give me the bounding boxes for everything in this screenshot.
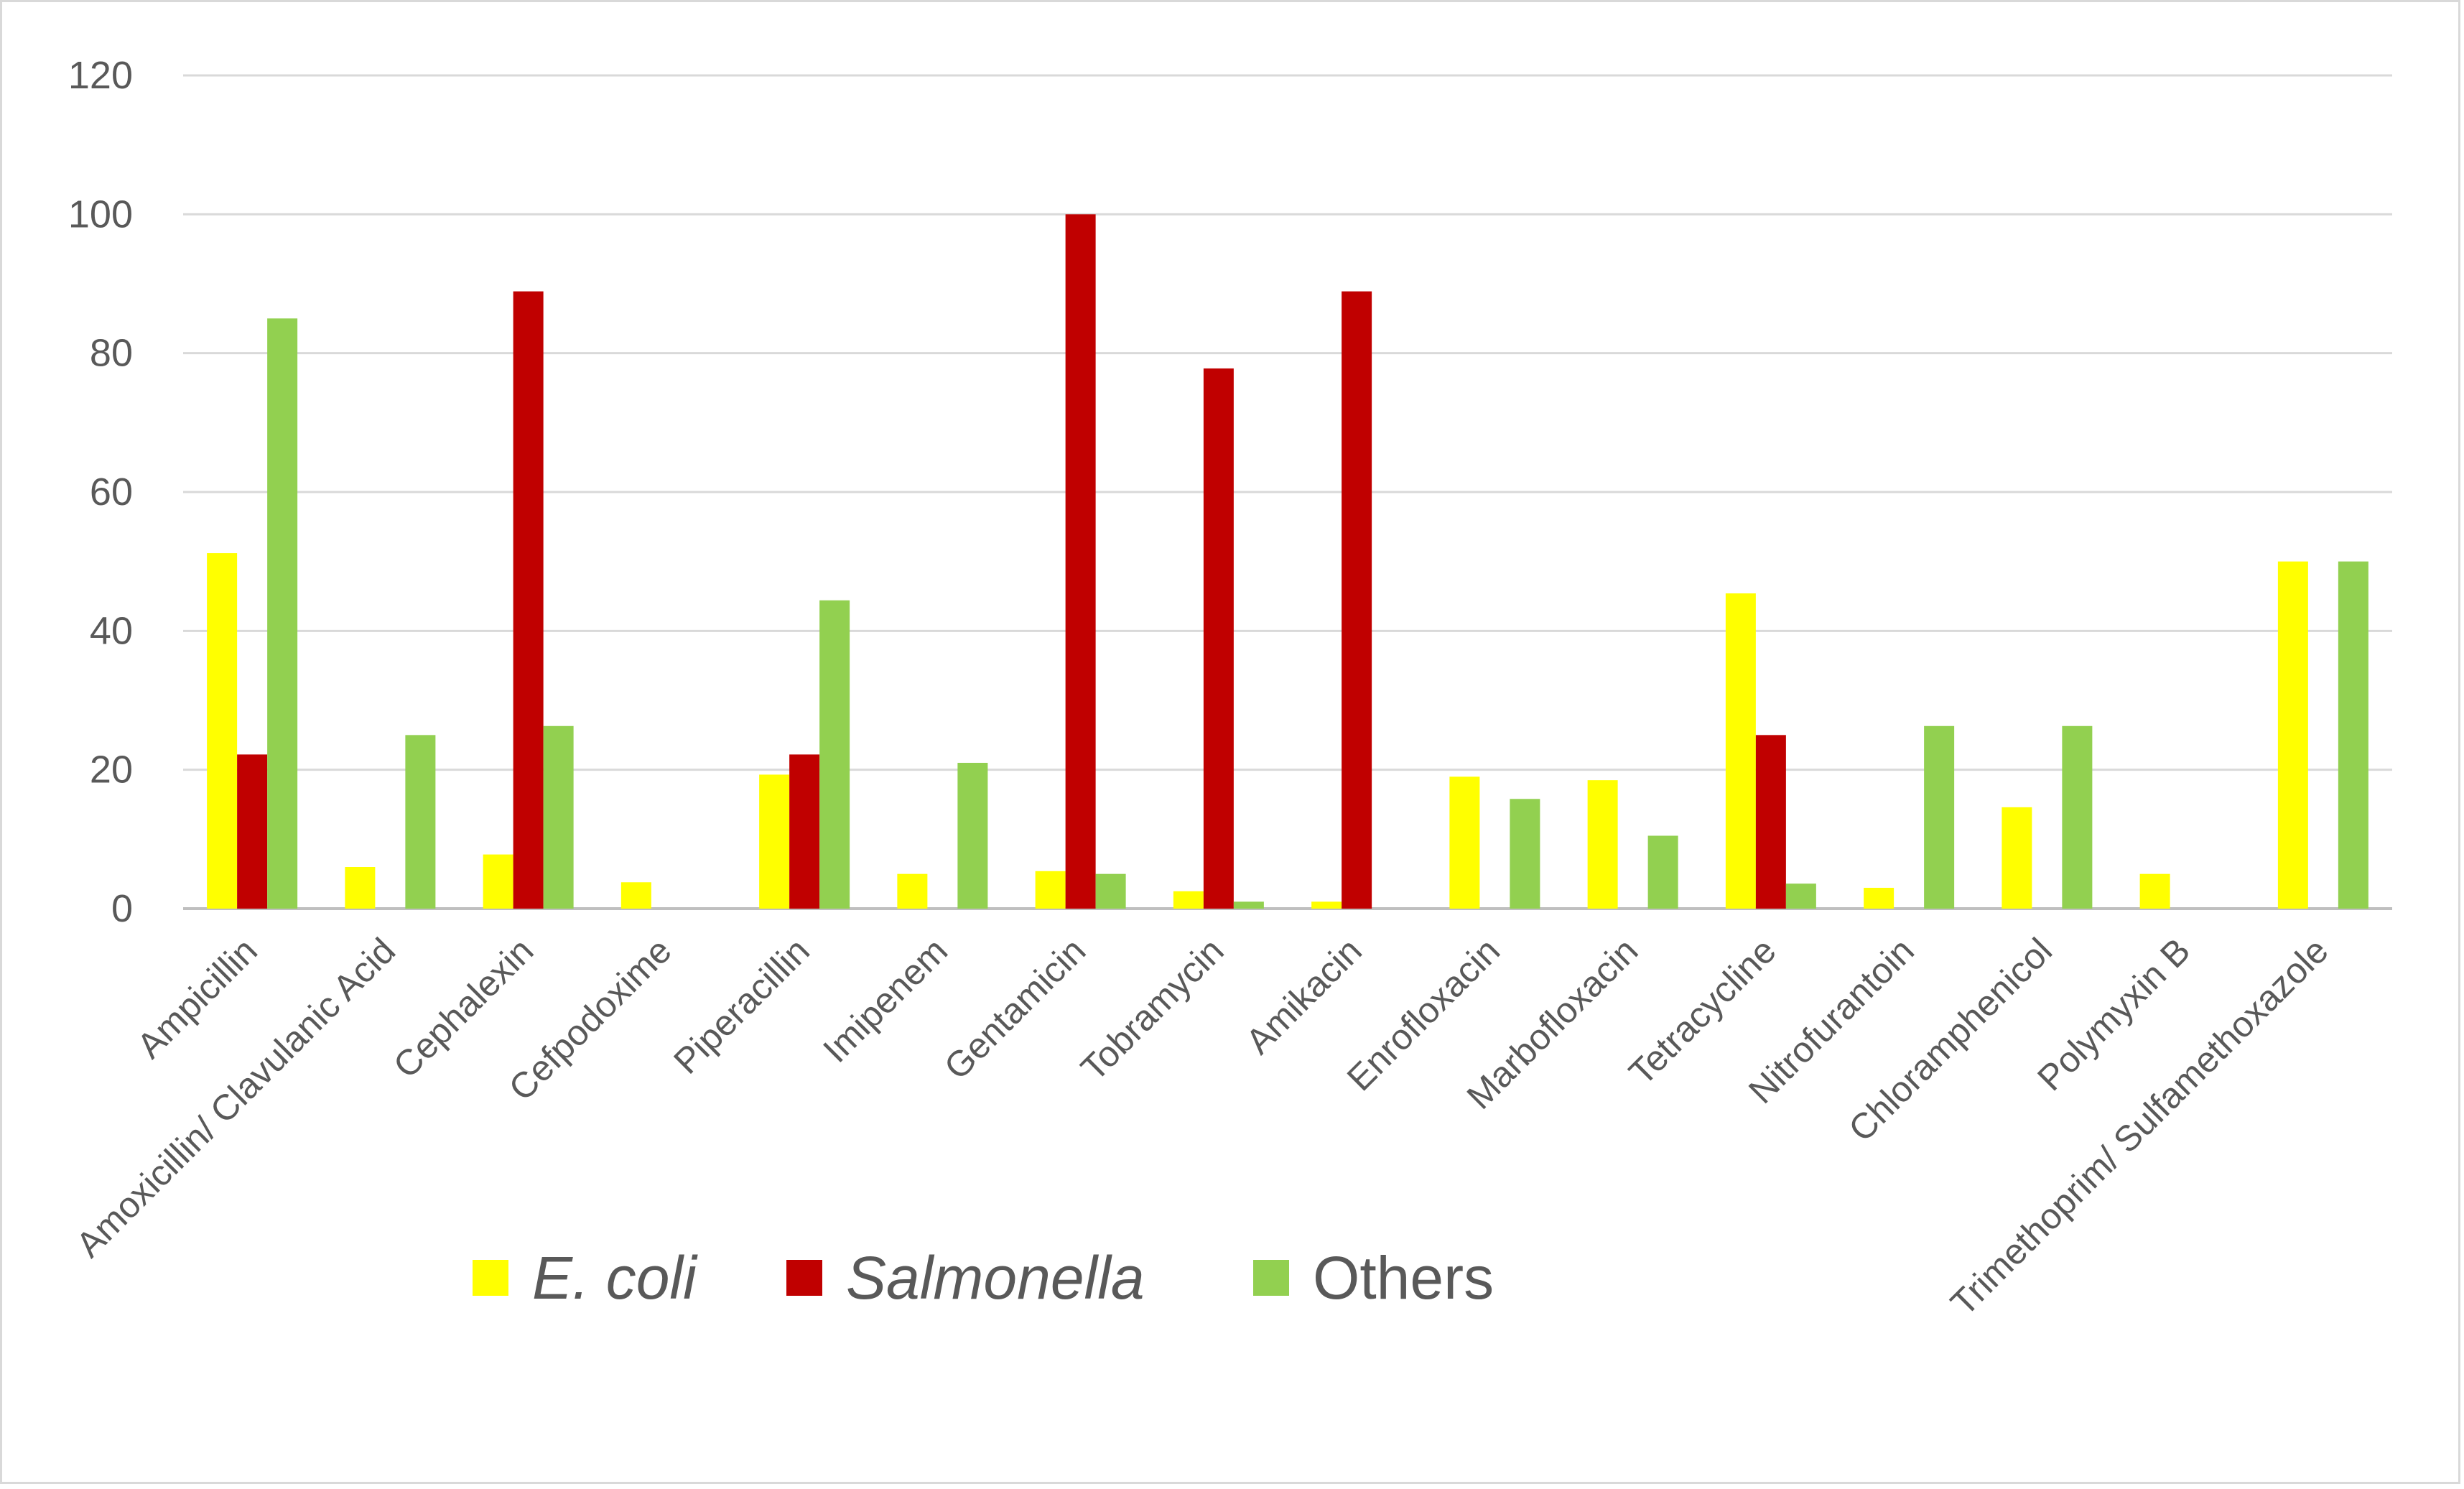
bar-others-16	[2338, 561, 2368, 909]
bar-e-coli-11	[1587, 780, 1618, 909]
y-tick-label: 80	[90, 332, 133, 375]
bar-salmonella-9	[1342, 291, 1372, 909]
bar-others-2	[405, 735, 436, 909]
bar-e-coli-15	[2139, 873, 2170, 909]
bar-e-coli-6	[897, 873, 928, 909]
bar-e-coli-13	[1864, 888, 1895, 909]
y-tick-label: 60	[90, 470, 133, 514]
bar-others-3	[543, 725, 574, 909]
bar-e-coli-8	[1173, 891, 1204, 909]
legend-label: Salmonella	[846, 1244, 1145, 1312]
bar-salmonella-7	[1065, 214, 1096, 909]
y-tick-label: 40	[90, 609, 133, 652]
bar-others-10	[1510, 799, 1540, 909]
legend-swatch	[1253, 1260, 1289, 1296]
y-tick-label: 100	[68, 192, 133, 236]
bar-e-coli-10	[1449, 776, 1480, 909]
bar-others-11	[1647, 835, 1678, 909]
x-category-label: Gentamicin	[936, 930, 1093, 1087]
bar-e-coli-14	[2002, 807, 2032, 909]
bar-others-12	[1785, 883, 1816, 909]
bar-others-13	[1924, 725, 1955, 909]
legend-label: Others	[1313, 1244, 1494, 1312]
x-category-label: Tobramycin	[1073, 930, 1231, 1088]
bar-e-coli-1	[207, 553, 238, 909]
bar-salmonella-1	[237, 754, 268, 909]
bar-others-5	[819, 600, 850, 909]
y-tick-label: 0	[111, 887, 133, 930]
bar-e-coli-5	[759, 774, 790, 909]
legend-swatch	[786, 1260, 822, 1296]
bar-others-8	[1233, 901, 1264, 909]
bar-others-7	[1095, 873, 1126, 909]
y-tick-label: 120	[68, 54, 133, 97]
bar-others-1	[267, 318, 298, 909]
y-tick-label: 20	[90, 748, 133, 792]
x-category-label: Imipenem	[815, 930, 955, 1070]
bar-salmonella-12	[1755, 735, 1786, 909]
x-category-label: Ampicillin	[129, 930, 265, 1066]
bar-e-coli-4	[620, 882, 651, 909]
legend: E. coli Salmonella Others	[473, 1244, 1494, 1312]
x-category-label: Amikacin	[1238, 930, 1370, 1062]
bar-salmonella-8	[1203, 368, 1234, 909]
bar-salmonella-5	[789, 754, 820, 909]
bars	[207, 214, 2368, 909]
bar-e-coli-12	[1725, 593, 1756, 909]
legend-label: E. coli	[532, 1244, 698, 1312]
bar-salmonella-3	[513, 291, 544, 909]
legend-swatch	[473, 1260, 508, 1296]
bar-e-coli-3	[483, 854, 513, 909]
bar-e-coli-16	[2277, 561, 2308, 909]
bar-e-coli-7	[1035, 871, 1066, 909]
x-category-label: Piperacillin	[666, 930, 817, 1082]
bar-others-14	[2062, 725, 2093, 909]
bar-others-6	[957, 763, 988, 909]
bar-e-coli-2	[345, 867, 376, 909]
bar-e-coli-9	[1311, 901, 1342, 909]
